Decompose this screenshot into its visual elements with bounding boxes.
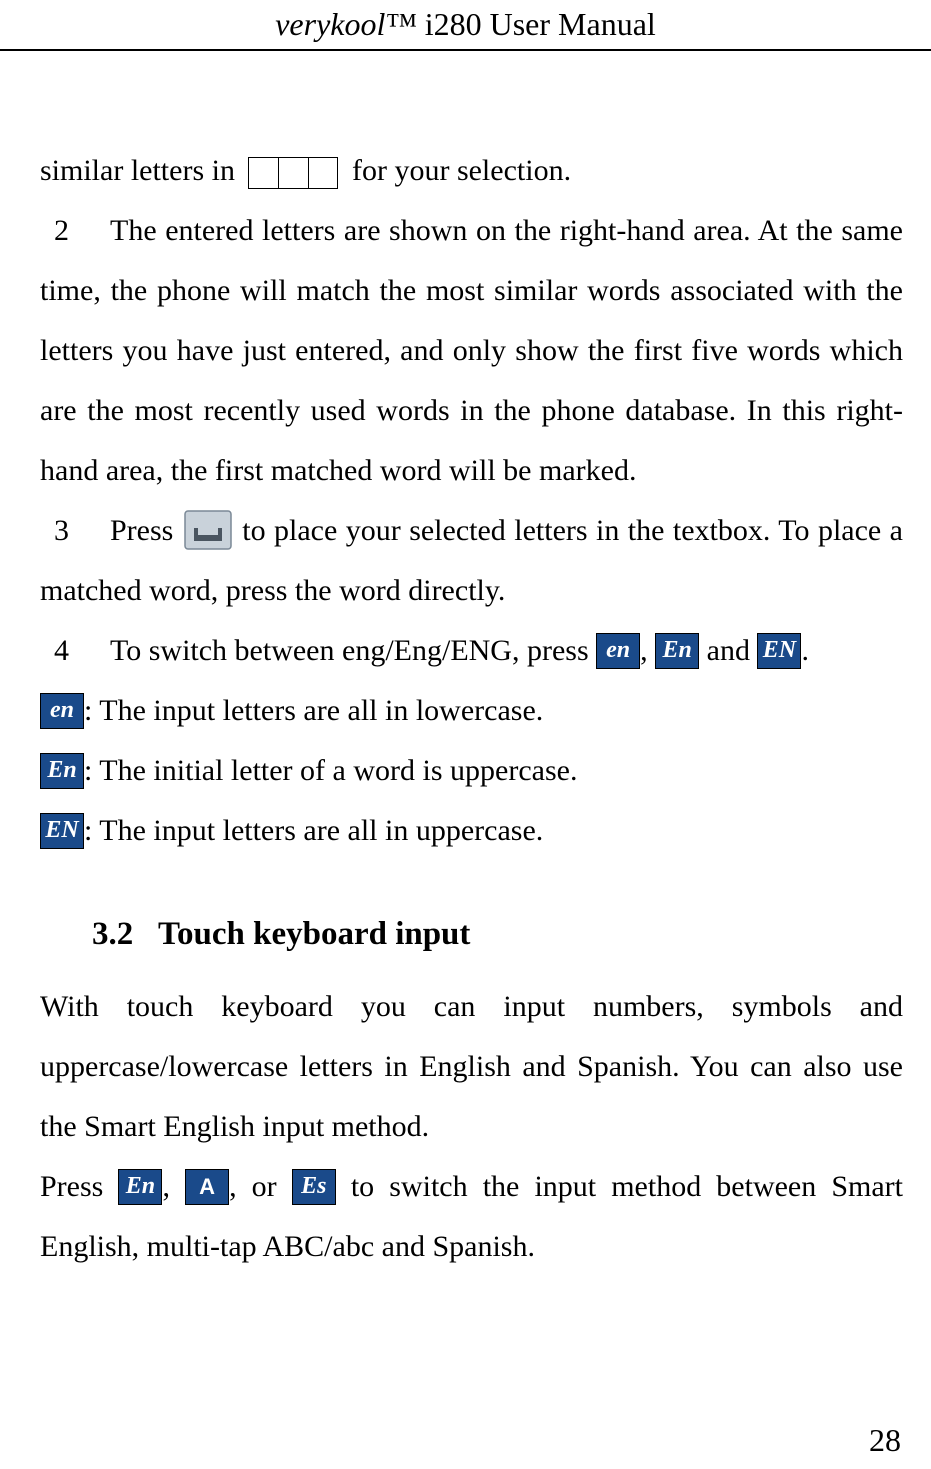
legend-text: : The input letters are all in uppercase… xyxy=(84,814,543,847)
section-para-1: With touch keyboard you can input number… xyxy=(40,977,903,1157)
text-fragment: , xyxy=(640,634,655,667)
en-uppercase-icon: EN xyxy=(757,633,801,669)
abc-mode-icon: A xyxy=(185,1169,229,1205)
en-initialcap-icon: En xyxy=(655,633,699,669)
list-item-3: 3Press to place your selected letters in… xyxy=(40,501,903,621)
text-fragment: and xyxy=(699,634,757,667)
text-fragment: similar letters in xyxy=(40,154,242,187)
manual-page: verykool™ i280 User Manual similar lette… xyxy=(0,0,931,1469)
space-key-icon xyxy=(184,510,232,550)
en-lowercase-icon: en xyxy=(596,633,640,669)
en-lowercase-icon: en xyxy=(40,693,84,729)
page-number: 28 xyxy=(869,1422,901,1459)
text-fragment: To switch between eng/Eng/ENG, press xyxy=(110,634,596,667)
page-content: similar letters in for your selection. 2… xyxy=(0,51,931,1277)
section-heading: 3.2 Touch keyboard input xyxy=(40,901,903,967)
legend-uppercase: EN: The input letters are all in upperca… xyxy=(40,801,903,861)
section-number: 3.2 xyxy=(92,916,133,952)
text-fragment: Press xyxy=(40,1170,118,1203)
header-title: i280 User Manual xyxy=(417,6,656,42)
item-text: The entered letters are shown on the rig… xyxy=(40,214,903,487)
spanish-mode-icon: Es xyxy=(292,1169,336,1205)
legend-initialcap: En: The initial letter of a word is uppe… xyxy=(40,741,903,801)
para-similar-letters: similar letters in for your selection. xyxy=(40,141,903,201)
running-header: verykool™ i280 User Manual xyxy=(0,0,931,49)
item-number: 2 xyxy=(40,201,110,261)
text-fragment: , or xyxy=(229,1170,292,1203)
section-title: Touch keyboard input xyxy=(158,916,470,952)
list-item-4: 4To switch between eng/Eng/ENG, press en… xyxy=(40,621,903,681)
en-initialcap-icon: En xyxy=(40,753,84,789)
item-number: 4 xyxy=(40,621,110,681)
legend-lowercase: en: The input letters are all in lowerca… xyxy=(40,681,903,741)
section-para-press: Press En, A, or Es to switch the input m… xyxy=(40,1157,903,1277)
brand-name: verykool™ xyxy=(275,6,417,42)
legend-text: : The initial letter of a word is upperc… xyxy=(84,754,577,787)
text-fragment: , xyxy=(162,1170,185,1203)
list-item-2: 2The entered letters are shown on the ri… xyxy=(40,201,903,501)
text-fragment: Press xyxy=(110,514,182,547)
legend-text: : The input letters are all in lowercase… xyxy=(84,694,543,727)
en-uppercase-icon: EN xyxy=(40,813,84,849)
text-fragment: for your selection. xyxy=(352,154,571,187)
selection-boxes-icon xyxy=(248,157,338,189)
text-fragment: . xyxy=(801,634,809,667)
smart-english-icon: En xyxy=(118,1169,162,1205)
item-number: 3 xyxy=(40,501,110,561)
